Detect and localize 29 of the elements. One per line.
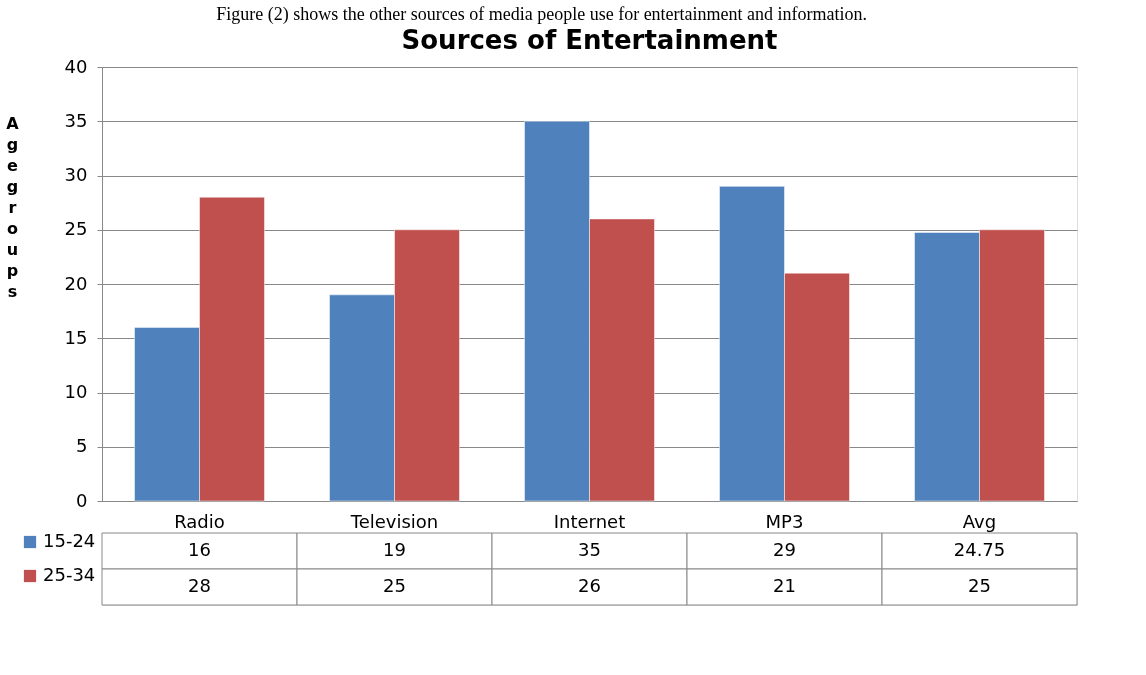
data-label: 29: [773, 539, 796, 560]
x-tick-label: Television: [349, 510, 439, 532]
chart-title: Sources of Entertainment: [401, 25, 778, 55]
y-tick-label: 0: [76, 489, 88, 511]
x-tick-label: Radio: [174, 510, 225, 532]
text: Figure (2) shows the other sources of media people use for entertainment and information.: [216, 3, 868, 25]
data-label: 21: [773, 575, 796, 596]
data-label: 16: [188, 539, 211, 560]
y-tick-label: 15: [64, 326, 88, 348]
y-tick-label: 35: [64, 109, 88, 131]
data-label: 35: [578, 539, 601, 560]
legend-label: 15-24: [43, 530, 96, 551]
y-tick-label: 40: [64, 55, 88, 77]
y-tick-label: 30: [64, 164, 88, 185]
y-tick-label: 10: [64, 381, 88, 402]
x-tick-label: Internet: [553, 510, 626, 532]
text: Age groups: [6, 113, 19, 301]
legend-label: 25-34: [43, 564, 96, 585]
x-tick-label: MP3: [765, 510, 804, 532]
data-label: 24.75: [953, 539, 1006, 560]
data-label: 25: [968, 575, 991, 596]
data-label: 26: [578, 575, 601, 596]
y-tick-label: 25: [64, 218, 88, 240]
data-label: 28: [188, 575, 211, 596]
data-label: 25: [383, 575, 406, 596]
x-tick-label: Avg: [962, 510, 997, 532]
y-tick-label: 5: [76, 435, 88, 457]
data-label: 19: [383, 539, 406, 560]
y-tick-label: 20: [64, 272, 88, 294]
